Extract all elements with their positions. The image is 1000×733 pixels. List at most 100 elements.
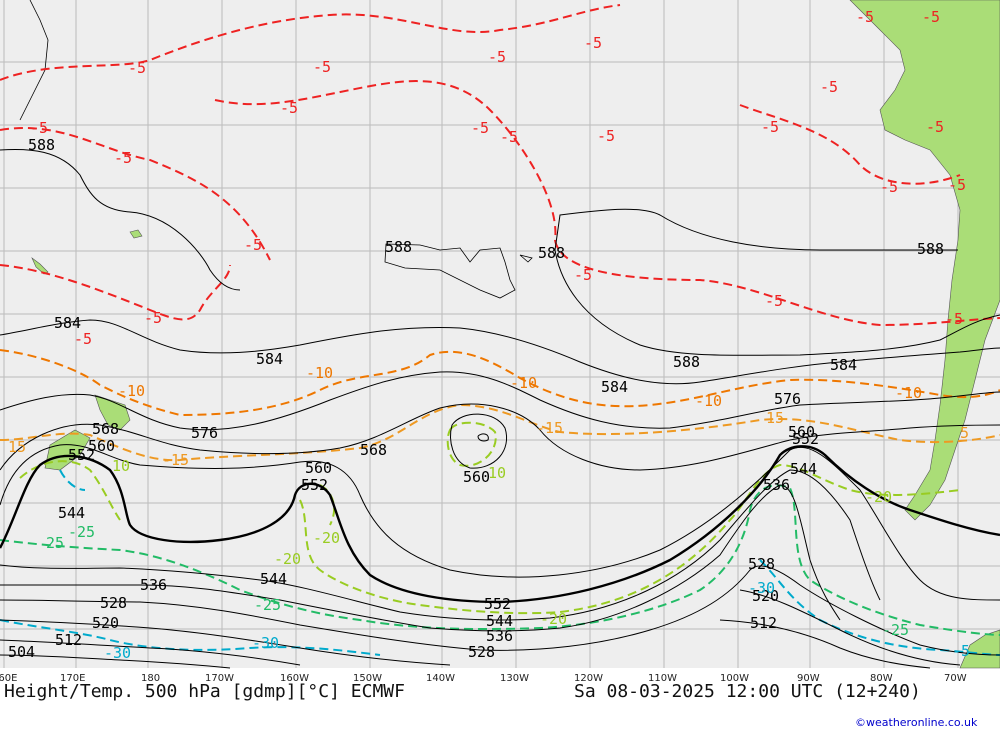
contour-584	[0, 319, 1000, 385]
height-label: 584	[830, 356, 857, 374]
longitude-label: 170W	[205, 673, 234, 684]
longitude-label: 70W	[944, 673, 967, 684]
temp-label: -5	[144, 309, 162, 327]
temp-label: 5	[960, 424, 969, 442]
height-label: 552	[301, 476, 328, 494]
temp-label: -5	[488, 48, 506, 66]
temp-label: -5	[952, 642, 970, 660]
valid-time: Sa 08-03-2025 12:00 UTC (12+240)	[574, 681, 921, 702]
longitude-axis: 160E 170E 180 170W 160W 150W 140W 130W 1…	[0, 673, 967, 684]
height-label: 528	[100, 594, 127, 612]
height-label: 512	[750, 614, 777, 632]
contour-544	[0, 469, 881, 621]
contour-504	[0, 654, 231, 669]
temp-label: -5	[926, 118, 944, 136]
temp-label: -5	[244, 236, 262, 254]
height-label: 520	[92, 614, 119, 632]
height-label: 588	[385, 238, 412, 256]
temp-label: -5	[765, 292, 783, 310]
longitude-label: 170E	[60, 673, 85, 684]
contour-588-east	[554, 208, 1000, 356]
longitude-label: 160E	[0, 673, 17, 684]
isotherm-minus-15	[0, 403, 1000, 462]
temp-label: -25	[882, 621, 909, 639]
contour-536	[0, 484, 841, 632]
contour-588-west	[0, 148, 241, 291]
height-label: 560	[88, 437, 115, 455]
height-label: 576	[191, 424, 218, 442]
temp-label: -30	[748, 579, 775, 597]
height-label: 536	[763, 476, 790, 494]
height-label: 560	[305, 459, 332, 477]
south-america-land	[849, 0, 1000, 521]
temp-label: -5	[922, 8, 940, 26]
contour-512	[0, 619, 931, 669]
height-label: 568	[92, 420, 119, 438]
longitude-label: 140W	[426, 673, 455, 684]
temp-label: -5	[574, 266, 592, 284]
temp-label: -10	[510, 374, 537, 392]
temp-label: -5	[856, 8, 874, 26]
height-label: 544	[790, 460, 817, 478]
credit-link[interactable]: ©weatheronline.co.uk	[855, 716, 978, 729]
temp-label: -5	[945, 310, 963, 328]
temp-label: -30	[104, 644, 131, 662]
map-background	[0, 0, 1000, 668]
antarctic-peninsula-land	[959, 629, 1000, 669]
temp-label: -5	[820, 78, 838, 96]
contour-560-inner	[477, 433, 489, 442]
height-label: 536	[140, 576, 167, 594]
contour-568	[0, 403, 1000, 471]
temp-label: -10	[895, 384, 922, 402]
temp-label: 25	[46, 534, 64, 552]
temp-label: -20	[313, 529, 340, 547]
height-label: 584	[256, 350, 283, 368]
height-label: 512	[55, 631, 82, 649]
height-label: 576	[774, 390, 801, 408]
fiji-island	[129, 229, 143, 239]
longitude-label: 110W	[648, 673, 677, 684]
contour-560-closed	[450, 413, 507, 469]
isotherm-minus-20	[19, 421, 961, 615]
height-label: 544	[58, 504, 85, 522]
height-label: 528	[748, 555, 775, 573]
temp-label: -5	[30, 119, 48, 137]
temp-label: -10	[118, 382, 145, 400]
contour-560	[0, 444, 1000, 601]
height-label: 560	[463, 468, 490, 486]
new-zealand-north	[94, 394, 131, 431]
isotherm-minus-25	[0, 484, 1000, 636]
temp-label: -5	[128, 59, 146, 77]
temperature-labels: -5 -5 -5 -5 -5 -5 -5 -5 -5 -5 -5 -5 -5 -…	[8, 8, 970, 662]
isotherm-minus-5-south	[0, 264, 231, 321]
height-label: 536	[486, 627, 513, 645]
footer-background	[0, 668, 1000, 733]
temperature-contours	[0, 4, 1000, 656]
temp-label: -5	[500, 128, 518, 146]
height-contours	[0, 148, 1000, 669]
contour-528	[0, 565, 1000, 656]
height-label: 552	[484, 595, 511, 613]
new-zealand-south	[44, 429, 91, 471]
height-label: 568	[360, 441, 387, 459]
temp-label: -15	[536, 419, 563, 437]
longitude-label: 130W	[500, 673, 529, 684]
temp-label: -30	[252, 634, 279, 652]
temp-label: -25	[254, 596, 281, 614]
longitude-label: 120W	[574, 673, 603, 684]
temp-label: 10	[112, 457, 130, 475]
longitude-label: 150W	[353, 673, 382, 684]
temp-label: -10	[695, 392, 722, 410]
temp-label: 15	[766, 409, 784, 427]
temp-label: -5	[313, 58, 331, 76]
height-label: 544	[486, 612, 513, 630]
isotherm-minus-10	[0, 349, 1000, 417]
height-label: 588	[917, 240, 944, 258]
pacific-islands-outline	[19, 0, 533, 299]
temp-label: -5	[597, 127, 615, 145]
temp-label: -10	[306, 364, 333, 382]
isotherm-minus-5-north	[0, 4, 1000, 327]
height-label: 504	[8, 643, 35, 661]
contour-552	[0, 445, 1000, 604]
